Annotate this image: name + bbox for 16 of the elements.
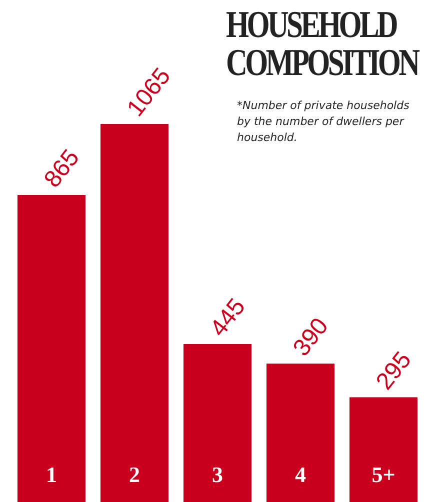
data-label: 295 [370, 346, 417, 395]
bar [17, 194, 86, 502]
x-tick-label: 1 [46, 462, 57, 487]
bar [183, 344, 252, 502]
x-tick-label: 2 [128, 462, 140, 487]
bar [349, 397, 418, 502]
x-tick-label: 3 [212, 462, 223, 487]
data-label: 390 [288, 313, 334, 362]
data-label: 865 [38, 144, 85, 193]
chart-title: HOUSEHOLD COMPOSITION [226, 4, 420, 84]
chart-subtitle: *Number of private households by the number of dwellers per household. [237, 98, 410, 146]
data-label: 445 [204, 294, 251, 342]
x-tick-label: 4 [294, 462, 306, 487]
bar [100, 124, 168, 502]
bar [266, 364, 334, 502]
x-tick-label: 5+ [372, 462, 396, 487]
